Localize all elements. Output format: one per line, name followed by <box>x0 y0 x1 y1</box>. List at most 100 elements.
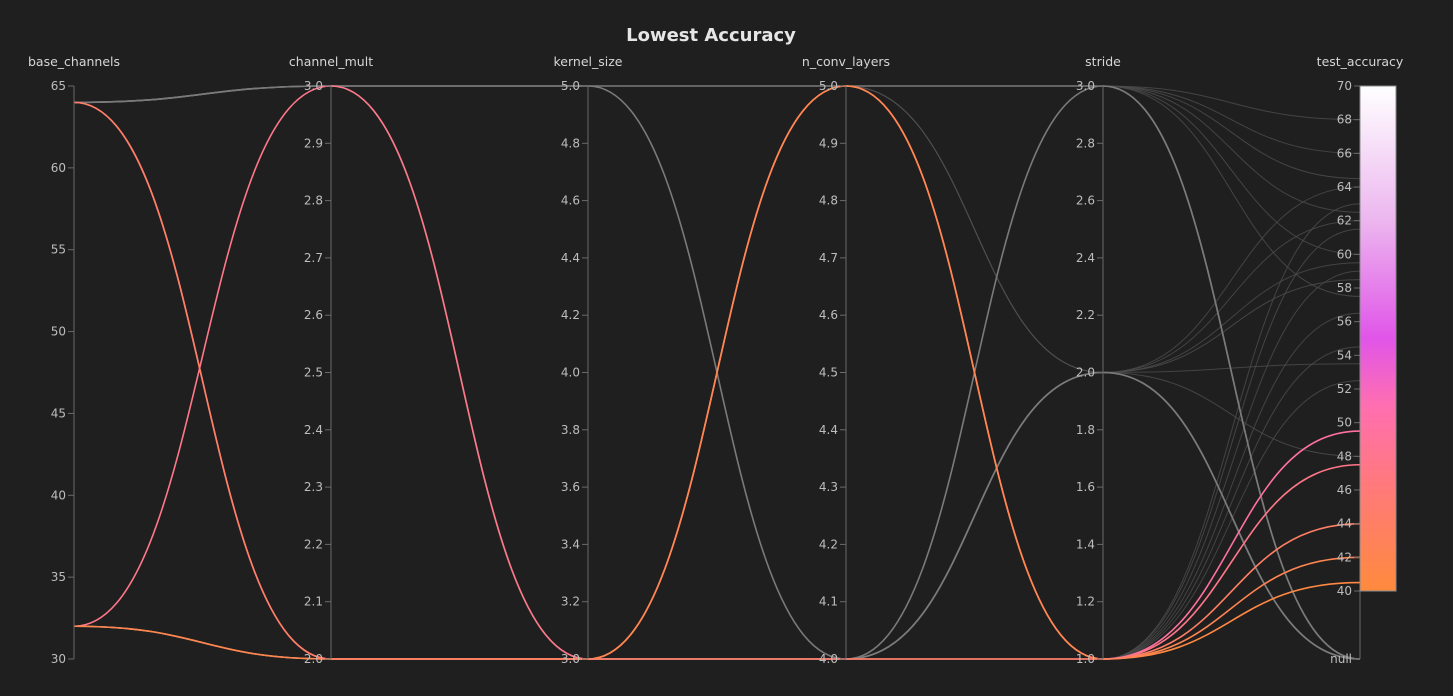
tick-label: 4.8 <box>819 194 838 208</box>
tick-label: 54 <box>1337 348 1352 362</box>
tick-label: 2.6 <box>1076 194 1095 208</box>
background-run-line <box>1102 85 1361 213</box>
background-run-line <box>1102 228 1361 660</box>
tick-label: 65 <box>51 79 66 93</box>
axis-label: kernel_size <box>554 54 623 69</box>
tick-label: 2.8 <box>304 194 323 208</box>
run-line[interactable] <box>73 85 1361 660</box>
tick-label: 2.3 <box>304 480 323 494</box>
tick-label: 66 <box>1337 146 1352 160</box>
tick-label: 40 <box>51 488 66 502</box>
colorbar-gradient <box>1359 85 1397 592</box>
background-run-line <box>1102 262 1361 373</box>
run-line[interactable] <box>73 101 1361 660</box>
background-run-line <box>1102 85 1361 121</box>
axis-n-conv-layers[interactable]: n_conv_layers 4.0 4.1 4.2 4.3 4.4 4.5 4.6 4.7 4.8… <box>802 54 890 666</box>
axis-label: test_accuracy <box>1317 54 1404 69</box>
tick-label: 2.9 <box>304 136 323 150</box>
tick-label: 3.8 <box>561 423 580 437</box>
tick-label: 44 <box>1337 517 1352 531</box>
tick-label: 55 <box>51 243 66 257</box>
tick-label: 2.5 <box>304 366 323 380</box>
tick-label: 60 <box>1337 247 1352 261</box>
tick-label: 2.4 <box>304 423 323 437</box>
tick-label: 3.0 <box>1076 79 1095 93</box>
tick-label: 4.3 <box>819 480 838 494</box>
chart-title: Lowest Accuracy <box>626 25 796 46</box>
tick-label: 3.4 <box>561 537 580 551</box>
tick-label: 50 <box>51 325 66 339</box>
tick-label: 3.6 <box>561 480 580 494</box>
tick-label: 52 <box>1337 382 1352 396</box>
null-tick-label: null <box>1330 652 1352 666</box>
run-lines <box>73 85 1361 660</box>
axis-kernel-size[interactable]: kernel_size 3.0 3.2 3.4 3.6 3.8 4.0 4.2 4.4 4.6 4.… <box>554 54 623 666</box>
tick-label: 4.6 <box>561 194 580 208</box>
tick-label: 2.0 <box>304 652 323 666</box>
tick-label: 4.5 <box>819 366 838 380</box>
colorbar <box>1359 85 1397 592</box>
tick-label: 3.0 <box>561 652 580 666</box>
axis-label: base_channels <box>28 54 120 69</box>
axes: base_channels 30 35 40 45 50 55 60 65 channel_mul… <box>28 54 1404 666</box>
tick-label: 2.6 <box>304 308 323 322</box>
background-run-line <box>1102 380 1361 660</box>
tick-label: 62 <box>1337 214 1352 228</box>
tick-label: 58 <box>1337 281 1352 295</box>
tick-label: 4.6 <box>819 308 838 322</box>
tick-label: 4.1 <box>819 595 838 609</box>
background-run-line <box>1102 363 1361 373</box>
background-run-line <box>1102 203 1361 660</box>
tick-label: 48 <box>1337 449 1352 463</box>
tick-label: 45 <box>51 406 66 420</box>
run-line[interactable] <box>73 371 1361 660</box>
tick-label: 42 <box>1337 550 1352 564</box>
tick-label: 35 <box>51 570 66 584</box>
axis-label: n_conv_layers <box>802 54 890 69</box>
tick-label: 4.4 <box>561 251 580 265</box>
tick-label: 2.1 <box>304 595 323 609</box>
tick-label: 1.2 <box>1076 595 1095 609</box>
tick-label: 1.6 <box>1076 480 1095 494</box>
tick-label: 56 <box>1337 315 1352 329</box>
background-run-line <box>845 85 1104 373</box>
tick-label: 4.0 <box>561 366 580 380</box>
tick-label: 4.9 <box>819 136 838 150</box>
tick-label: 4.4 <box>819 423 838 437</box>
tick-label: 1.4 <box>1076 537 1095 551</box>
axis-channel-mult[interactable]: channel_mult 2.0 2.1 2.2 2.3 2.4 2.5 2.6 2.7 2.8 2… <box>289 54 373 666</box>
axis-label: channel_mult <box>289 54 373 69</box>
tick-label: 2.7 <box>304 251 323 265</box>
axis-label: stride <box>1085 54 1121 69</box>
background-run-line <box>1102 279 1361 373</box>
tick-label: 2.4 <box>1076 251 1095 265</box>
background-run-line <box>1102 85 1361 255</box>
tick-label: 1.8 <box>1076 423 1095 437</box>
tick-label: 2.2 <box>1076 308 1095 322</box>
tick-label: 4.2 <box>561 308 580 322</box>
tick-label: 60 <box>51 161 66 175</box>
background-run-line <box>1102 186 1361 373</box>
tick-label: 5.0 <box>819 79 838 93</box>
axis-stride[interactable]: stride 1.0 1.2 1.4 1.6 1.8 2.0 2.2 2.4 2.6 2.8 3.0 <box>1076 54 1121 666</box>
tick-label: 4.8 <box>561 136 580 150</box>
tick-label: 4.0 <box>819 652 838 666</box>
background-run-line <box>1102 85 1361 180</box>
background-run-line <box>1102 85 1361 297</box>
tick-label: 40 <box>1337 584 1352 598</box>
background-run-line <box>1102 85 1361 154</box>
axis-base-channels[interactable]: base_channels 30 35 40 45 50 55 60 65 <box>28 54 120 666</box>
tick-label: 5.0 <box>561 79 580 93</box>
tick-label: 3.0 <box>304 79 323 93</box>
background-run-line <box>1102 372 1361 457</box>
tick-label: 3.2 <box>561 595 580 609</box>
background-run-line <box>1102 312 1361 660</box>
tick-label: 2.2 <box>304 537 323 551</box>
run-line[interactable] <box>73 101 1361 660</box>
tick-label: 68 <box>1337 113 1352 127</box>
tick-label: 30 <box>51 652 66 666</box>
tick-label: 1.0 <box>1076 652 1095 666</box>
tick-label: 46 <box>1337 483 1352 497</box>
tick-label: 4.7 <box>819 251 838 265</box>
